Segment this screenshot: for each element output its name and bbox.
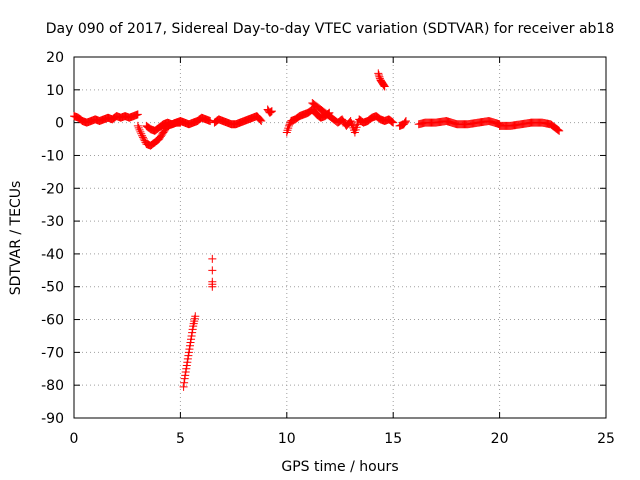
data-point — [188, 328, 197, 337]
data-point — [553, 125, 562, 134]
data-point — [255, 115, 264, 124]
data-point — [401, 116, 410, 125]
y-tick-label: -30 — [41, 214, 64, 230]
data-point — [133, 110, 142, 119]
x-tick-label: 5 — [176, 431, 185, 447]
data-point — [208, 254, 217, 263]
data-point — [208, 266, 217, 275]
data-point — [387, 117, 396, 126]
data-point — [136, 127, 145, 136]
data-point — [134, 123, 143, 132]
plot-frame — [73, 56, 607, 419]
data-segment — [263, 105, 276, 117]
y-tick-label: -50 — [41, 280, 64, 296]
data-point — [380, 81, 389, 90]
data-segment — [374, 69, 389, 91]
x-axis-label: GPS time / hours — [281, 459, 398, 475]
chart-title: Day 090 of 2017, Sidereal Day-to-day VTE… — [46, 21, 615, 37]
data-point — [183, 354, 192, 363]
y-tick-label: -10 — [41, 148, 64, 164]
x-tick-label: 20 — [491, 431, 509, 447]
y-tick-label: -70 — [41, 345, 64, 361]
data-point — [256, 116, 265, 125]
data-point — [137, 129, 146, 138]
y-tick-label: -80 — [41, 378, 64, 394]
y-tick-label: 0 — [55, 116, 64, 132]
x-tick-label: 0 — [70, 431, 79, 447]
data-point — [179, 382, 188, 391]
data-point — [266, 108, 275, 117]
data-segment — [395, 116, 410, 130]
data-point — [182, 364, 191, 373]
y-tick-label: -20 — [41, 181, 64, 197]
data-segment — [495, 118, 564, 135]
data-point — [187, 331, 196, 340]
data-point — [375, 72, 384, 81]
data-point — [181, 368, 190, 377]
y-tick-labels: 20 10 0 -10 -20 -30 -40 -50 -60 -70 -80 -90 — [41, 50, 64, 427]
y-axis-label: SDTVAR / TECUs — [8, 181, 24, 296]
data-point — [188, 325, 197, 334]
y-tick-label: -90 — [41, 411, 64, 427]
data-point — [181, 371, 190, 380]
data-point — [138, 131, 147, 140]
data-point — [191, 312, 200, 321]
data-segment — [414, 116, 504, 129]
data-point — [265, 108, 274, 117]
x-tick-label: 10 — [278, 431, 296, 447]
data-point — [555, 126, 564, 135]
data-segment — [210, 112, 266, 129]
data-point — [554, 126, 563, 135]
data-point — [184, 348, 193, 357]
data-point — [388, 117, 397, 126]
data-point — [183, 358, 192, 367]
plot-border — [73, 56, 607, 419]
data-point — [379, 80, 388, 89]
data-segment — [308, 98, 398, 137]
y-tick-label: 20 — [46, 50, 64, 66]
data-segment — [142, 113, 215, 135]
data-point — [267, 107, 276, 116]
y-tick-label: 10 — [46, 83, 64, 99]
data-segment — [179, 312, 200, 391]
data-point — [133, 121, 142, 130]
data-point — [185, 341, 194, 350]
data-point — [374, 69, 383, 78]
data-point — [374, 71, 383, 80]
data-point — [257, 116, 266, 125]
data-point — [284, 121, 293, 130]
y-tick-label: -40 — [41, 247, 64, 263]
data-point — [182, 361, 191, 370]
data-point — [185, 345, 194, 354]
data-point — [389, 118, 398, 127]
data-point — [187, 335, 196, 344]
data-point — [138, 133, 147, 142]
x-tick-labels: 0 5 10 15 20 25 — [70, 431, 615, 447]
data-point — [180, 378, 189, 387]
data-points — [70, 69, 564, 391]
x-tick-label: 15 — [384, 431, 402, 447]
x-tick-label: 25 — [597, 431, 615, 447]
data-point — [401, 118, 410, 127]
data-segment — [208, 254, 217, 291]
axis-ticks — [73, 56, 607, 419]
data-point — [139, 135, 148, 144]
data-point — [135, 125, 144, 134]
data-point — [186, 338, 195, 347]
data-point — [208, 282, 217, 291]
data-point — [180, 374, 189, 383]
y-tick-label: -60 — [41, 313, 64, 329]
data-point — [380, 82, 389, 91]
data-point — [267, 107, 276, 116]
data-point — [184, 351, 193, 360]
data-segment — [70, 110, 142, 127]
